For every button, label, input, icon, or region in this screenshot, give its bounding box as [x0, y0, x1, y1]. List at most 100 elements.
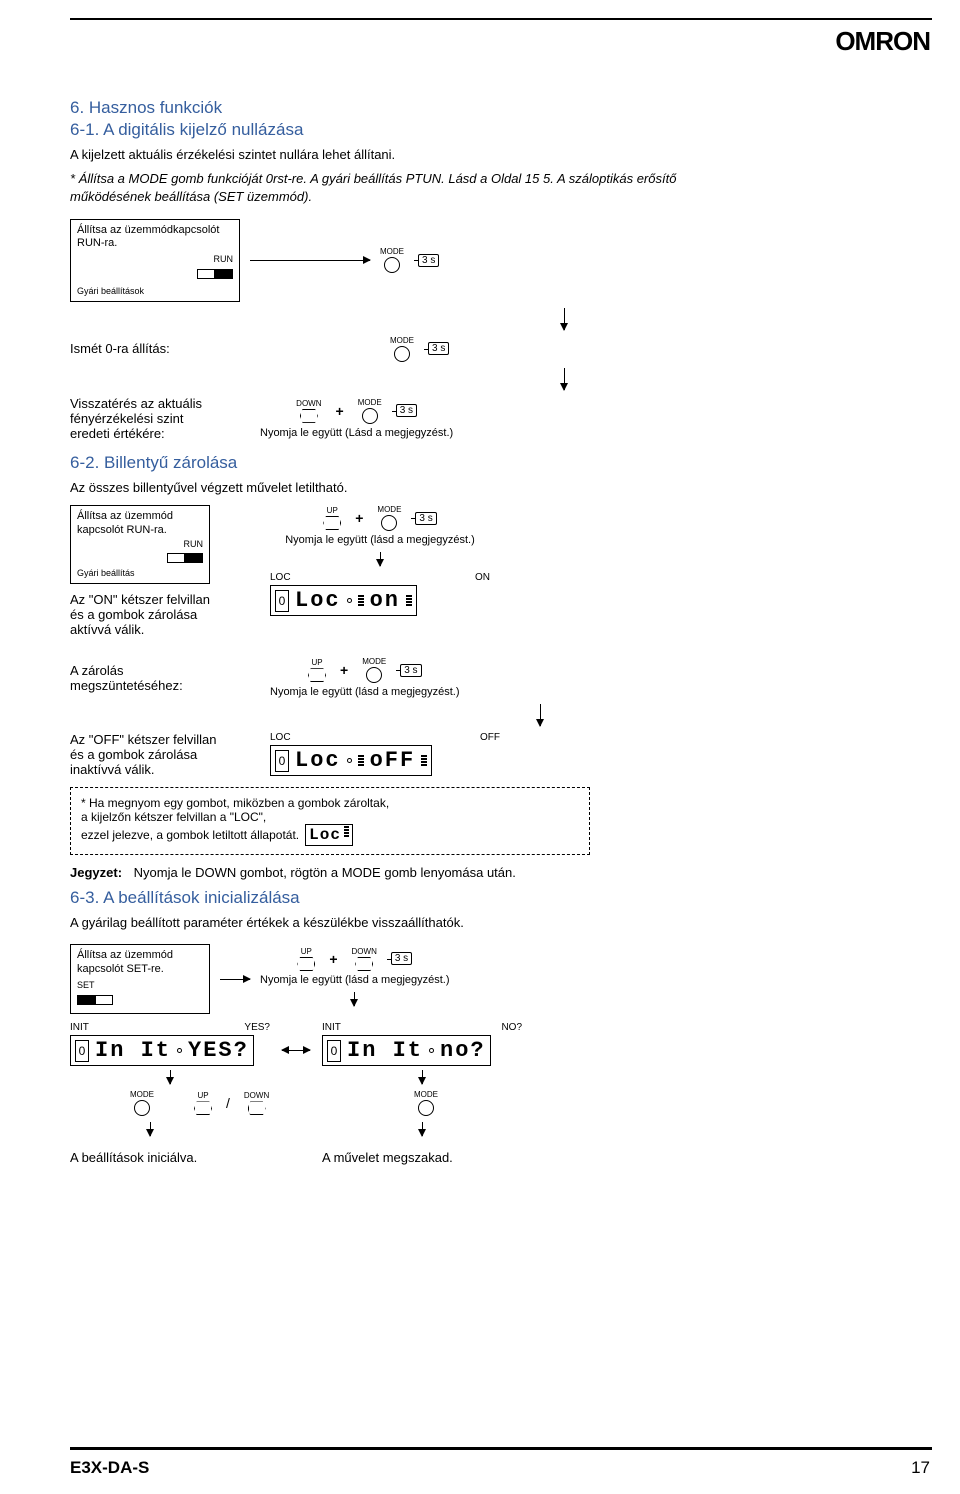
arrow-down-icon	[150, 1122, 151, 1136]
plus-icon: +	[355, 510, 363, 526]
on-l1: Az "ON" kétszer felvillan	[70, 592, 260, 607]
mode-label: MODE	[380, 247, 404, 256]
seg-loc-mini: Loc	[309, 826, 341, 844]
duration-tag: 3 s	[415, 512, 436, 525]
run-label: RUN	[214, 254, 234, 264]
mode-button-5: MODE	[362, 657, 386, 683]
arrow-down-icon	[170, 1070, 171, 1084]
up-button-icon	[194, 1101, 212, 1115]
run-label: RUN	[184, 539, 204, 549]
s63-para1: A gyárilag beállított paraméter értékek …	[70, 914, 710, 932]
mode-button-4: MODE	[377, 505, 401, 531]
dashed-l1: * Ha megnyom egy gombot, miközben a gomb…	[81, 796, 579, 810]
off-l1: Az "OFF" kétszer felvillan	[70, 732, 260, 747]
plus-icon: +	[336, 403, 344, 419]
plus-icon: +	[329, 951, 337, 967]
note-dashed-box: * Ha megnyom egy gombot, miközben a gomb…	[70, 787, 590, 855]
bars-icon	[421, 755, 427, 766]
double-arrow-icon	[282, 1050, 310, 1051]
loc-col-label: LOC	[270, 732, 291, 743]
display-init-no: 0 In It no?	[322, 1035, 491, 1066]
up-button: UP	[323, 506, 341, 530]
duration-tag: 3 s	[418, 254, 439, 267]
up-label: UP	[301, 947, 312, 956]
down-button-icon	[355, 957, 373, 971]
dashed-l3: ezzel jelezve, a gombok letiltott állapo…	[81, 828, 299, 842]
s61-para2: * Állítsa a MODE gomb funkcióját 0rst-re…	[70, 170, 710, 206]
bars-icon	[344, 826, 349, 844]
note-jegyzet: Jegyzet: Nyomja le DOWN gombot, rögtön a…	[70, 865, 710, 880]
seg-off: oFF	[370, 748, 416, 773]
dashed-l2: a kijelzőn kétszer felvillan a "LOC",	[81, 810, 579, 824]
run-switch-icon	[167, 553, 203, 563]
duration-tag: 3 s	[391, 952, 412, 965]
jegyzet-text: Nyomja le DOWN gombot, rögtön a MODE gom…	[134, 865, 516, 880]
box2-sub: Gyári beállítás	[77, 568, 203, 579]
content-column: 6. Hasznos funkciók 6-1. A digitális kij…	[70, 98, 710, 1165]
up-label: UP	[311, 658, 322, 667]
return-l3: eredeti értékére:	[70, 426, 250, 441]
seg-init: In It	[347, 1038, 423, 1063]
box1-l1: Állítsa az üzemmódkapcsolót	[77, 224, 233, 238]
row-return-original: Visszatérés az aktuális fényérzékelési s…	[70, 396, 710, 441]
box2-l2: kapcsolót RUN-ra.	[77, 524, 203, 538]
reset-again-label: Ismét 0-ra állítás:	[70, 341, 250, 356]
up-label: UP	[327, 506, 338, 515]
unlock-l2: megszüntetéséhez:	[70, 678, 260, 693]
box-set-switch: Állítsa az üzemmód kapcsolót SET-re. SET	[70, 944, 210, 1014]
mode-label: MODE	[414, 1090, 438, 1099]
row-reset-again: Ismét 0-ra állítás: MODE 3 s	[70, 336, 710, 362]
init-col-label: INIT	[70, 1022, 89, 1033]
bars-icon	[406, 595, 412, 606]
row-lock-off: Az "OFF" kétszer felvillan és a gombok z…	[70, 732, 710, 777]
led-dot-icon	[429, 1048, 434, 1053]
arrow-down-icon	[422, 1122, 423, 1136]
off-l3: inaktívvá válik.	[70, 762, 260, 777]
return-l1: Visszatérés az aktuális	[70, 396, 250, 411]
digit-zero-icon: 0	[275, 590, 289, 612]
arrow-down-icon	[380, 552, 381, 566]
up-button: UP	[308, 658, 326, 682]
digit-zero-icon: 0	[275, 750, 289, 772]
mode-button-2: MODE	[390, 336, 414, 362]
set-label: SET	[77, 980, 95, 990]
seg-on: on	[370, 588, 400, 613]
bars-icon	[358, 595, 364, 606]
digit-zero-icon: 0	[75, 1040, 89, 1062]
down-label: DOWN	[296, 399, 321, 408]
mode-label: MODE	[377, 505, 401, 514]
mode-button-3: MODE	[358, 398, 382, 424]
result-yes: A beállítások iniciálva.	[70, 1150, 197, 1165]
seg-yes: YES?	[188, 1038, 249, 1063]
display-init-yes: 0 In It YES?	[70, 1035, 254, 1066]
on-l2: és a gombok zárolása	[70, 607, 260, 622]
arrow-down-icon	[354, 992, 355, 1006]
box2-l1: Állítsa az üzemmód	[77, 510, 203, 524]
up-button: UP	[194, 1091, 212, 1115]
init-col-label: INIT	[322, 1022, 341, 1033]
box3-l1: Állítsa az üzemmód	[77, 949, 203, 963]
footer-page: 17	[911, 1458, 930, 1478]
seg-no: no?	[440, 1038, 486, 1063]
mode-label: MODE	[358, 398, 382, 407]
seg-loc: Loc	[295, 588, 341, 613]
mode-button-icon	[134, 1100, 150, 1116]
mode-button-icon	[394, 346, 410, 362]
up-button-icon	[323, 516, 341, 530]
jegyzet-label: Jegyzet:	[70, 865, 122, 880]
up-button: UP	[297, 947, 315, 971]
unlock-l1: A zárolás	[70, 663, 260, 678]
down-button-icon	[248, 1101, 266, 1115]
down-button-icon	[300, 409, 318, 423]
row-init-set: Állítsa az üzemmód kapcsolót SET-re. SET…	[70, 944, 710, 1014]
on-l3: aktívvá válik.	[70, 622, 260, 637]
down-button: DOWN	[296, 399, 321, 423]
box-run-switch: Állítsa az üzemmódkapcsolót RUN-ra. RUN …	[70, 219, 240, 302]
footer-rule	[70, 1447, 932, 1450]
section-6-title: 6. Hasznos funkciók	[70, 98, 710, 118]
run-switch-icon	[197, 269, 233, 279]
mode-label: MODE	[362, 657, 386, 666]
press-together-note: Nyomja le együtt (Lásd a megjegyzést.)	[260, 427, 453, 439]
yes-col-label: YES?	[244, 1022, 270, 1033]
led-dot-icon	[347, 758, 352, 763]
